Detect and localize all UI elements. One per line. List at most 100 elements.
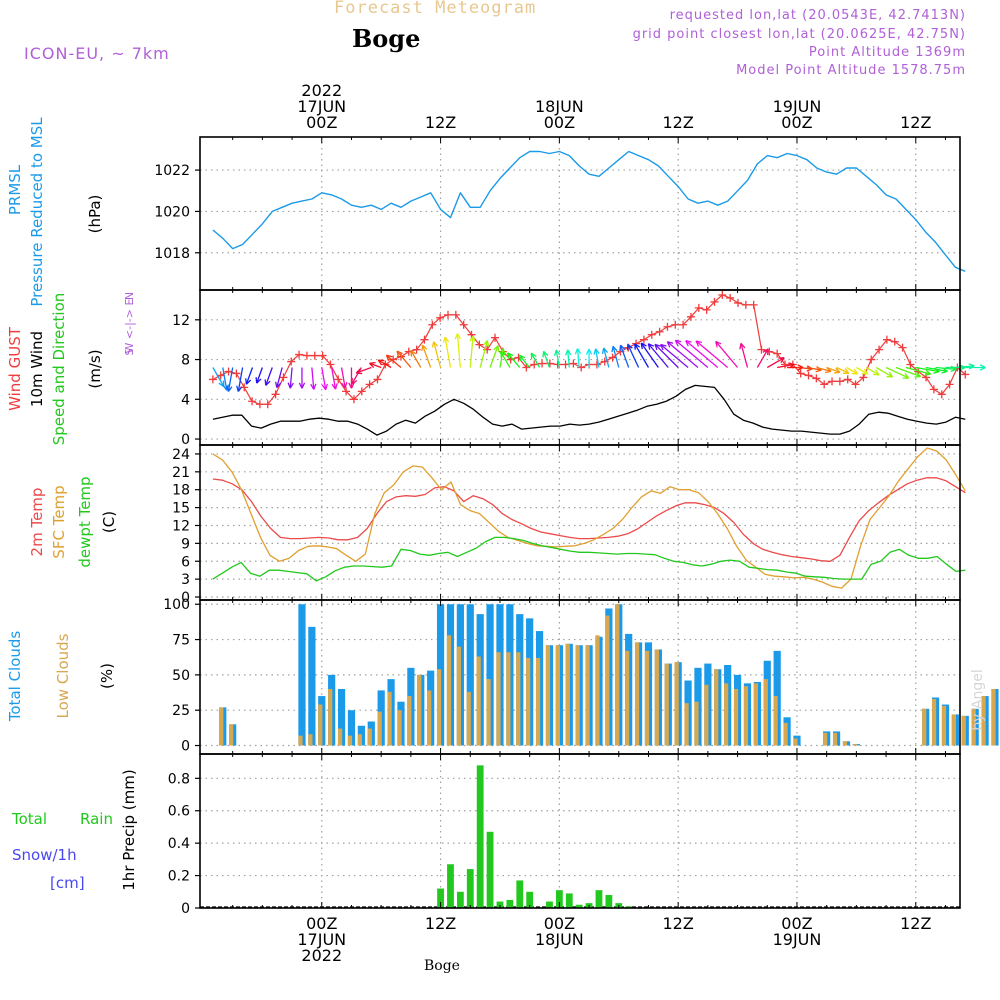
wind-direction-arrow [256, 367, 263, 384]
low-cloud-bar [931, 698, 937, 746]
y-tick-label-precip: 0.2 [168, 869, 190, 885]
y-tick-label-pressure: 1022 [154, 163, 190, 179]
wind-direction-arrow [865, 366, 880, 376]
wind-arrowhead [454, 333, 462, 340]
wind-direction-arrow [905, 366, 931, 375]
low-cloud-bar [783, 722, 788, 746]
wind-direction-arrow [433, 341, 442, 368]
low-cloud-bar [704, 684, 709, 746]
bottom-time-label: 12Z [425, 914, 456, 933]
gust-marker [224, 367, 233, 376]
wind-direction-arrow [530, 352, 541, 368]
wind-direction-arrow [654, 343, 679, 368]
gust-marker [334, 375, 343, 384]
gust-marker [459, 320, 468, 329]
top-time-label: 00Z [781, 113, 812, 132]
y-tick-label-precip: 0.8 [168, 771, 190, 787]
wind-direction-arrow [456, 333, 462, 368]
y-tick-label-precip: 0.6 [168, 804, 190, 820]
gust-marker [749, 300, 758, 309]
wind-arrowhead [298, 382, 306, 389]
wind-direction-arrow [955, 365, 975, 369]
gust-marker [538, 359, 547, 368]
low-cloud-bar [476, 656, 481, 746]
low-cloud-bar [456, 646, 461, 746]
wind-arrowhead [499, 348, 506, 355]
low-cloud-bar [793, 738, 798, 746]
wind-direction-arrow [489, 345, 499, 368]
low-cloud-bar [575, 645, 580, 746]
gust-marker [702, 305, 711, 314]
low-cloud-bar [664, 663, 669, 746]
wind-direction-arrow [685, 340, 719, 368]
meteogram-title: Forecast Meteogram [334, 0, 537, 18]
wind-arrowhead [873, 369, 880, 376]
rain-bar [595, 890, 603, 908]
low-cloud-bar [823, 732, 828, 746]
point-altitude: Point Altitude 1369m [808, 45, 966, 60]
wind-direction-arrow [410, 350, 422, 368]
total-clouds-label: Total Clouds [6, 631, 24, 723]
wind-direction-arrow [542, 351, 551, 368]
wind-arrowhead [341, 382, 348, 389]
wind-direction-arrow [925, 366, 948, 372]
low-cloud-bar [922, 708, 927, 746]
wind-arrowhead [431, 341, 439, 348]
wind-direction-arrow [311, 367, 315, 390]
rain-bar [516, 880, 524, 908]
gust-marker [208, 375, 217, 384]
low-cloud-bar [565, 643, 570, 746]
wind-arrowhead [627, 343, 633, 351]
gust-marker [639, 335, 648, 344]
gust-marker [694, 303, 703, 312]
wind-direction-arrow [660, 343, 689, 368]
top-time-label: 00Z [544, 113, 575, 132]
watermark: by Angel [970, 669, 986, 730]
low-cloud-bar [407, 696, 412, 746]
wind-arrowhead [542, 350, 549, 358]
speed-direction-label: Speed and Direction [50, 293, 68, 446]
wind-arrowhead [483, 340, 490, 347]
gust-marker [875, 345, 884, 354]
rain-bar [437, 888, 444, 908]
snow-unit-label: [cm] [50, 874, 85, 892]
y-tick-label-clouds: 0 [181, 739, 190, 755]
dewpt-label: dewpt Temp [76, 476, 94, 567]
wind-direction-arrow [777, 363, 795, 369]
bottom-time-label: 12Z [663, 914, 694, 933]
wind-arrowhead [914, 371, 922, 378]
gust-marker [843, 375, 852, 384]
low-cloud-bar [724, 683, 729, 746]
low-cloud-bar [644, 650, 650, 746]
wind-arrowhead [236, 385, 243, 392]
rain-bar [526, 891, 534, 908]
low-cloud-bar [991, 689, 996, 746]
wind-direction-arrow [715, 341, 739, 368]
gust-marker [671, 320, 680, 329]
total-cloud-bar [347, 710, 356, 746]
wind-gust-label: Wind GUST [6, 326, 24, 411]
low-clouds-label: Low Clouds [54, 633, 72, 718]
low-cloud-bar [971, 708, 976, 746]
low-cloud-bar [436, 669, 442, 746]
wind-arrowhead [619, 344, 626, 352]
gust-marker [835, 377, 844, 386]
gust-marker [898, 343, 907, 352]
panel-frame-pressure [199, 136, 961, 291]
gust-marker [757, 345, 766, 354]
wind-arrowhead [601, 347, 609, 355]
gust-marker [451, 310, 460, 319]
gust-marker [263, 400, 272, 409]
wind-direction-arrow [666, 341, 699, 368]
pressure-line [212, 150, 966, 273]
gust-marker [428, 320, 437, 329]
gust-marker [318, 351, 327, 360]
gust-marker [561, 360, 570, 369]
gust-marker [686, 312, 695, 321]
low-cloud-bar [377, 711, 382, 746]
wind-arrowhead [647, 343, 655, 350]
wind-direction-arrow [555, 349, 561, 368]
low-cloud-bar [674, 662, 679, 746]
rain-bar [546, 901, 553, 908]
rain-bar [605, 895, 613, 908]
